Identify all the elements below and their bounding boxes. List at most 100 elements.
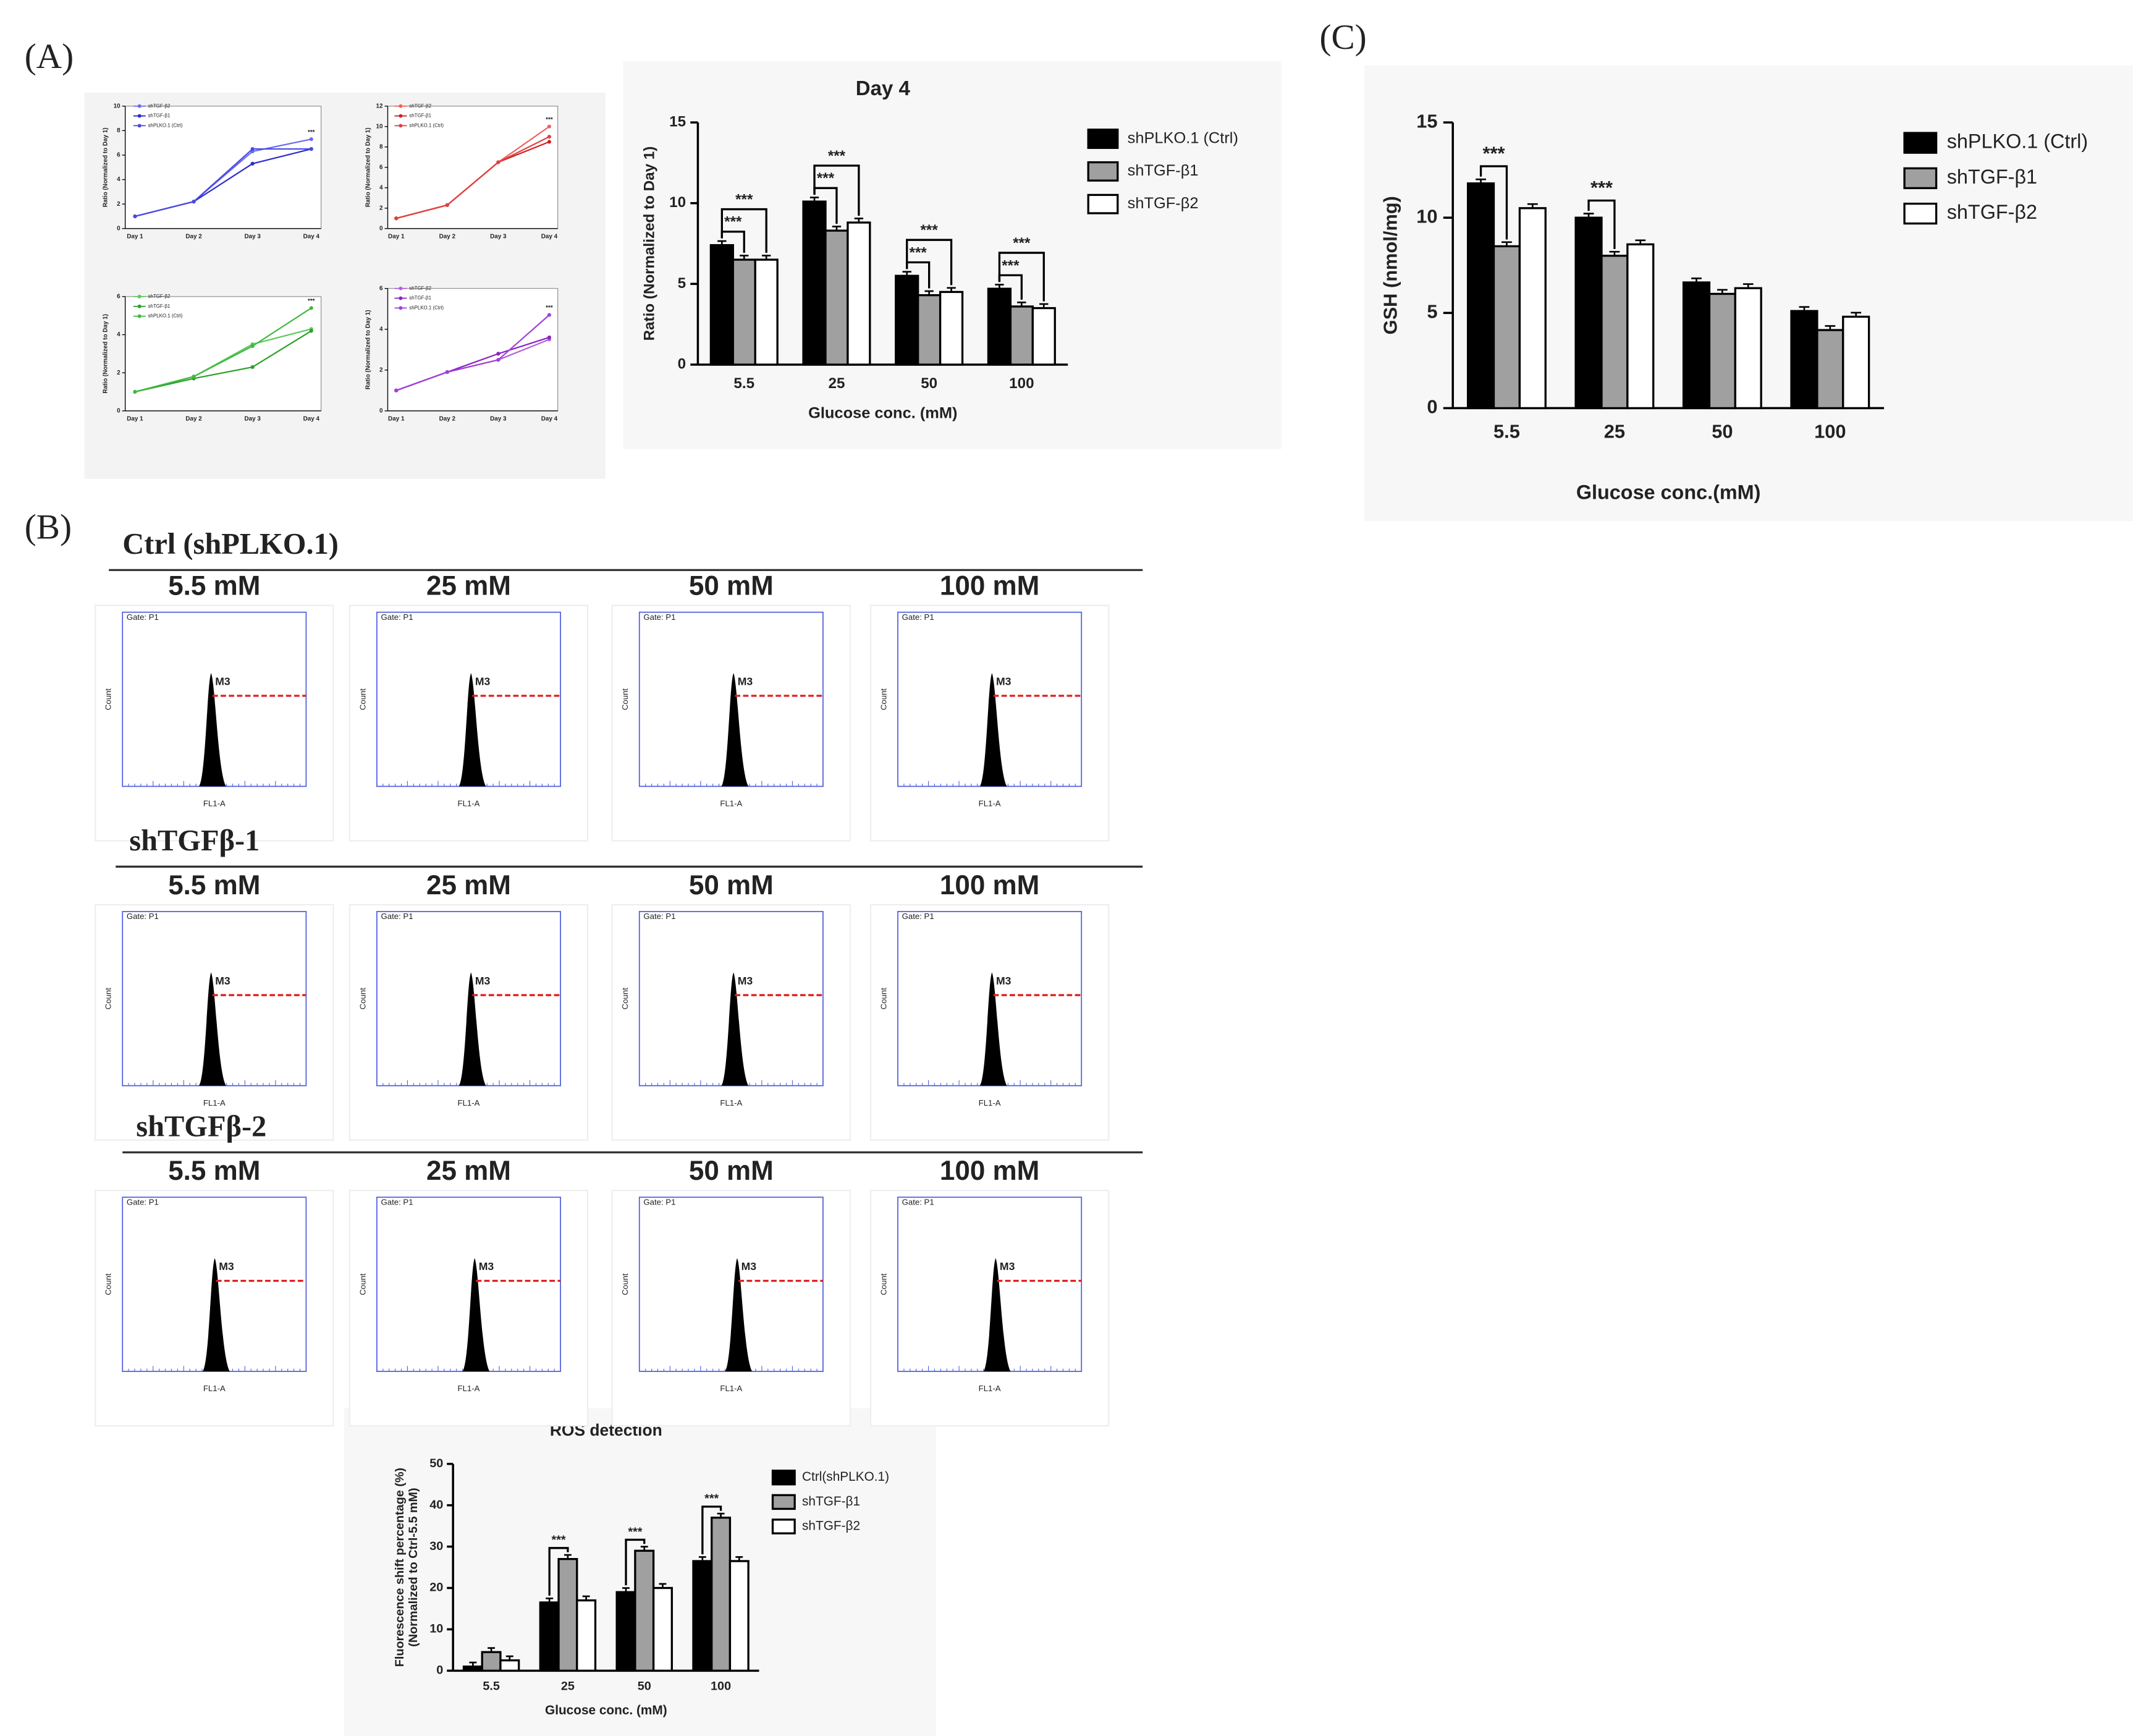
- x-tick-label: Day 1: [388, 233, 405, 240]
- annotation: ***: [828, 148, 846, 164]
- bar: [1816, 329, 1844, 410]
- data-point: [309, 137, 313, 142]
- x-tick-label: 100: [711, 1679, 731, 1693]
- bar: [1492, 245, 1521, 410]
- bar: [462, 1665, 483, 1672]
- x-tick-label: 5.5: [733, 375, 754, 392]
- axis-label: Count: [620, 688, 630, 711]
- concentration-label: 5.5 mM: [168, 571, 260, 601]
- bar: [615, 1591, 636, 1672]
- bar: [802, 200, 827, 366]
- gate-label: Gate: P1: [643, 912, 675, 921]
- data-point: [192, 375, 196, 379]
- annotation: ***: [546, 305, 553, 311]
- x-tick-label: Day 3: [490, 415, 507, 422]
- legend-swatch: [771, 1494, 796, 1510]
- marker-label: M3: [215, 675, 230, 688]
- gate-label: Gate: P1: [643, 612, 675, 622]
- plot-frame: [125, 106, 322, 229]
- x-tick-label: 50: [1712, 421, 1733, 442]
- axis-label: FL1-A: [979, 799, 1001, 808]
- legend-label: shTGF-β2: [409, 286, 431, 291]
- legend-marker: [137, 294, 141, 299]
- x-tick-label: Day 1: [127, 233, 143, 240]
- gate-label: Gate: P1: [643, 1198, 675, 1207]
- group-label: Ctrl (shPLKO.1): [122, 528, 339, 561]
- histogram-panel: [348, 1190, 589, 1427]
- x-axis-label: Glucose conc.(mM): [1576, 481, 1760, 504]
- legend-label: shTGF-β1: [409, 113, 431, 119]
- y-tick-label: 5: [678, 275, 686, 292]
- histogram-peak: [725, 1258, 753, 1372]
- x-tick-label: Day 4: [303, 415, 320, 422]
- panel-label: (C): [1319, 18, 1366, 57]
- y-tick-label: 5: [1427, 300, 1437, 322]
- legend-swatch: [771, 1518, 796, 1535]
- gate-label: Gate: P1: [902, 612, 934, 622]
- axis-label: Count: [104, 688, 113, 711]
- annotation: ***: [546, 116, 553, 123]
- histogram-panel: [611, 1190, 851, 1427]
- y-axis-label: (Normalized to Ctrl-5.5 mM): [407, 1488, 420, 1646]
- legend-label: shTGF-β2: [148, 294, 171, 299]
- y-axis-label: Ratio (Normalized to Day 1): [103, 127, 109, 207]
- legend-label: shTGF-β2: [802, 1518, 860, 1533]
- axis-label: FL1-A: [458, 1384, 480, 1393]
- axis-label: FL1-A: [203, 799, 226, 808]
- x-tick-label: Day 2: [439, 233, 456, 240]
- bar: [539, 1601, 560, 1672]
- y-tick-label: 0: [678, 355, 686, 372]
- y-tick-label: 15: [1416, 110, 1437, 132]
- bar: [1682, 281, 1711, 410]
- axis-label: Count: [358, 1273, 367, 1295]
- marker-label: M3: [996, 675, 1012, 688]
- gate-label: Gate: P1: [902, 912, 934, 921]
- series-line: [135, 148, 311, 218]
- annotation: ***: [1002, 257, 1020, 274]
- x-tick-label: Day 2: [185, 415, 202, 422]
- legend-label: shPLKO.1 (Ctrl): [409, 123, 444, 129]
- legend-label: shPLKO.1 (Ctrl): [409, 305, 444, 310]
- y-tick-label: 30: [429, 1539, 443, 1553]
- bar: [917, 294, 942, 366]
- bar: [1626, 243, 1655, 410]
- histogram-peak: [198, 673, 226, 787]
- y-tick-label: 10: [1416, 205, 1437, 227]
- concentration-label: 5.5 mM: [168, 870, 260, 900]
- y-tick-label: 10: [376, 123, 384, 130]
- annotation: ***: [910, 244, 927, 261]
- significance-bracket: [720, 208, 767, 253]
- y-tick-label: 4: [117, 331, 120, 338]
- axis-label: FL1-A: [979, 1098, 1001, 1107]
- concentration-label: 50 mM: [689, 870, 774, 900]
- y-axis-label: Ratio (Normalized to Day 1): [641, 146, 657, 341]
- axis-label: Count: [620, 1273, 630, 1295]
- marker-label: M3: [479, 1260, 494, 1272]
- annotation: ***: [817, 170, 835, 187]
- data-point: [133, 214, 137, 219]
- bar: [576, 1599, 597, 1672]
- panel-label: (B): [25, 508, 72, 547]
- y-tick-label: 0: [117, 225, 120, 232]
- y-tick-label: 0: [436, 1664, 443, 1677]
- x-tick-label: Day 3: [244, 233, 261, 240]
- concentration-label: 50 mM: [689, 571, 774, 601]
- annotation: ***: [735, 191, 753, 208]
- x-tick-label: Day 4: [303, 233, 320, 240]
- y-tick-label: 50: [429, 1457, 443, 1470]
- legend-label: shPLKO.1 (Ctrl): [1947, 130, 2088, 153]
- data-point: [496, 352, 501, 356]
- data-point: [547, 140, 551, 144]
- legend-marker: [137, 124, 141, 128]
- data-point: [250, 365, 255, 370]
- legend-label: shPLKO.1 (Ctrl): [1128, 129, 1238, 146]
- significance-bracket: [813, 164, 860, 216]
- axis-label: FL1-A: [203, 1098, 226, 1107]
- plot-frame: [387, 106, 559, 229]
- data-point: [250, 344, 255, 349]
- panel-label: (A): [25, 37, 74, 76]
- significance-bracket: [720, 231, 745, 253]
- annotation: ***: [1483, 143, 1505, 164]
- data-point: [496, 160, 501, 164]
